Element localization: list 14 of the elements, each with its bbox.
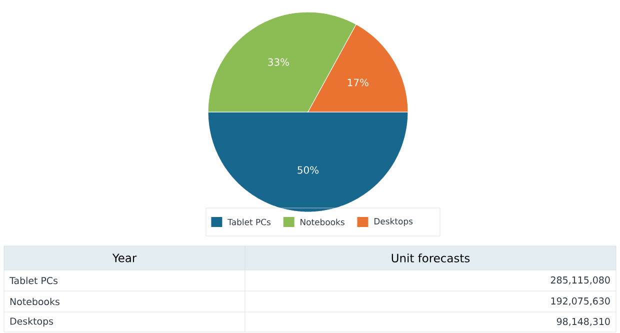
category-label: Notebooks — [10, 298, 60, 306]
legend-label: Desktops — [374, 218, 413, 226]
data-label: 33% — [268, 58, 290, 66]
category-label: Tablet PCs — [9, 276, 58, 284]
data-label: 17% — [348, 78, 368, 86]
text: 285,115,080 — [550, 276, 610, 285]
data-label: 50% — [298, 166, 319, 174]
text: 98,148,310 — [556, 318, 610, 326]
text: 192,075,630 — [551, 297, 610, 306]
category-label: Desktops — [10, 317, 54, 327]
text: Unit forecasts — [392, 254, 470, 262]
text: Year — [112, 254, 137, 262]
legend-label: Tablet PCs — [228, 218, 271, 226]
legend-label: Notebooks — [300, 218, 344, 226]
